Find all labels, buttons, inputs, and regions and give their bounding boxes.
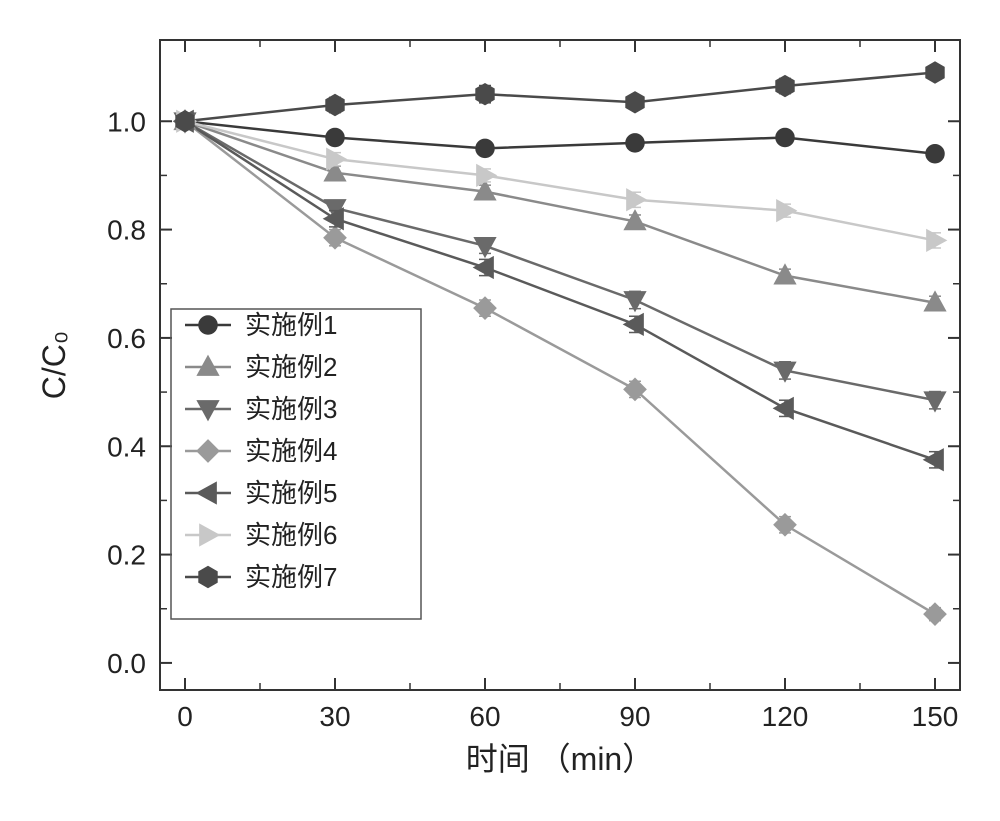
legend-label: 实施例1 bbox=[245, 310, 337, 340]
series-marker bbox=[776, 129, 794, 147]
x-axis-label: 时间 （min） bbox=[466, 741, 654, 777]
legend-label: 实施例3 bbox=[245, 394, 337, 424]
legend-swatch-marker bbox=[199, 567, 217, 588]
series-marker bbox=[624, 314, 643, 335]
series-marker bbox=[925, 392, 946, 411]
y-tick-label: 0.2 bbox=[107, 540, 146, 571]
series-marker bbox=[926, 62, 944, 83]
x-tick-label: 0 bbox=[177, 701, 193, 732]
x-tick-label: 30 bbox=[319, 701, 350, 732]
series-marker bbox=[474, 257, 493, 278]
x-tick-label: 150 bbox=[912, 701, 959, 732]
series-marker bbox=[476, 84, 494, 105]
series-marker bbox=[326, 129, 344, 147]
series-marker bbox=[924, 449, 943, 470]
series-marker bbox=[626, 134, 644, 152]
x-tick-label: 120 bbox=[762, 701, 809, 732]
series-line bbox=[185, 73, 935, 122]
series-marker bbox=[326, 95, 344, 116]
y-tick-label: 1.0 bbox=[107, 106, 146, 137]
y-tick-label: 0.6 bbox=[107, 323, 146, 354]
series-marker bbox=[625, 292, 646, 311]
series-marker bbox=[324, 227, 346, 249]
series-line bbox=[185, 121, 935, 240]
chart-container: 0 30 60 90 120 150 0.0 0.2 0.4 0.6 0.8 1.0 时间 （min） C… bbox=[0, 0, 1000, 821]
y-tick-label: 0.8 bbox=[107, 215, 146, 246]
series-marker bbox=[926, 145, 944, 163]
legend-label: 实施例2 bbox=[245, 352, 337, 382]
legend-swatch-marker bbox=[199, 316, 217, 334]
series-marker bbox=[924, 603, 946, 625]
x-tick-label: 90 bbox=[619, 701, 650, 732]
legend-label: 实施例7 bbox=[245, 562, 337, 592]
y-axis-label: C/C₀ bbox=[36, 331, 72, 399]
x-tick-label: 60 bbox=[469, 701, 500, 732]
chart-svg: 0 30 60 90 120 150 0.0 0.2 0.4 0.6 0.8 1.0 时间 （min） C… bbox=[0, 0, 1000, 821]
series-marker bbox=[176, 111, 194, 132]
series-marker bbox=[626, 92, 644, 113]
y-tick-label: 0.0 bbox=[107, 648, 146, 679]
series-marker bbox=[476, 139, 494, 157]
series-marker bbox=[474, 297, 496, 319]
legend-label: 实施例4 bbox=[245, 436, 337, 466]
legend-label: 实施例6 bbox=[245, 520, 337, 550]
series-marker bbox=[774, 398, 793, 419]
legend-label: 实施例5 bbox=[245, 478, 337, 508]
series-marker bbox=[776, 76, 794, 97]
y-tick-label: 0.4 bbox=[107, 431, 146, 462]
